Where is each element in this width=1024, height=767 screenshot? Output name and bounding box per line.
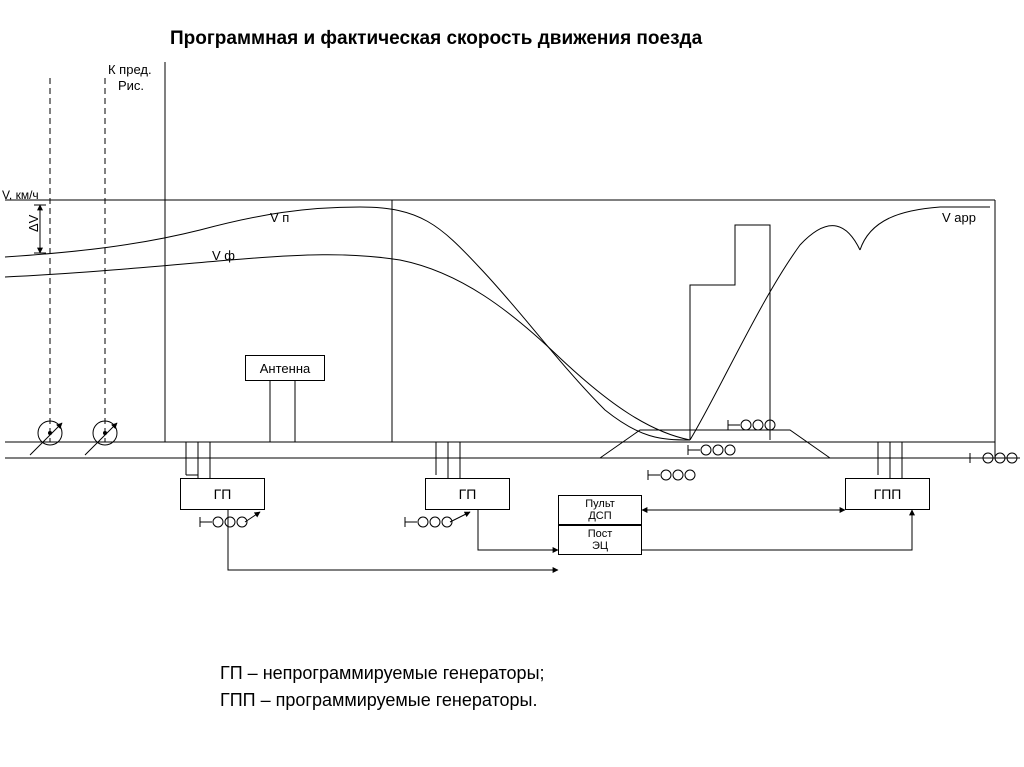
conn-post-gpp xyxy=(642,510,912,550)
legend: ГП – непрограммируемые генераторы; ГПП –… xyxy=(220,660,545,714)
conn-gp2-post xyxy=(478,510,558,550)
box-gp2-label: ГП xyxy=(459,486,477,502)
box-antenna-label: Антенна xyxy=(260,361,310,376)
diagram-root: Программная и фактическая скорость движе… xyxy=(0,0,1024,767)
sensor-group-2 xyxy=(405,517,452,527)
box-gp1: ГП xyxy=(180,478,265,510)
box-antenna: Антенна xyxy=(245,355,325,381)
notch-shape xyxy=(690,225,770,440)
curve-vp xyxy=(5,207,690,440)
box-gp1-label: ГП xyxy=(214,486,232,502)
box-pult-dsp-label: ПультДСП xyxy=(585,498,615,522)
box-gpp-label: ГПП xyxy=(874,486,902,502)
curve-varr-left xyxy=(690,226,860,440)
legend-gpp: ГПП – программируемые генераторы. xyxy=(220,687,545,714)
sensor-group-1 xyxy=(200,517,247,527)
curve-varr-right xyxy=(860,207,990,250)
diagram-svg xyxy=(0,0,1024,767)
conn-gp1-post xyxy=(228,510,558,570)
legend-gp: ГП – непрограммируемые генераторы; xyxy=(220,660,545,687)
box-gp2: ГП xyxy=(425,478,510,510)
wheel-pair-left xyxy=(30,421,117,455)
box-post-ec: ПостЭЦ xyxy=(558,525,642,555)
box-gpp: ГПП xyxy=(845,478,930,510)
curve-vf xyxy=(5,255,690,440)
box-post-ec-label: ПостЭЦ xyxy=(588,528,613,552)
box-pult-dsp: ПультДСП xyxy=(558,495,642,525)
sensor-stack xyxy=(648,420,775,480)
